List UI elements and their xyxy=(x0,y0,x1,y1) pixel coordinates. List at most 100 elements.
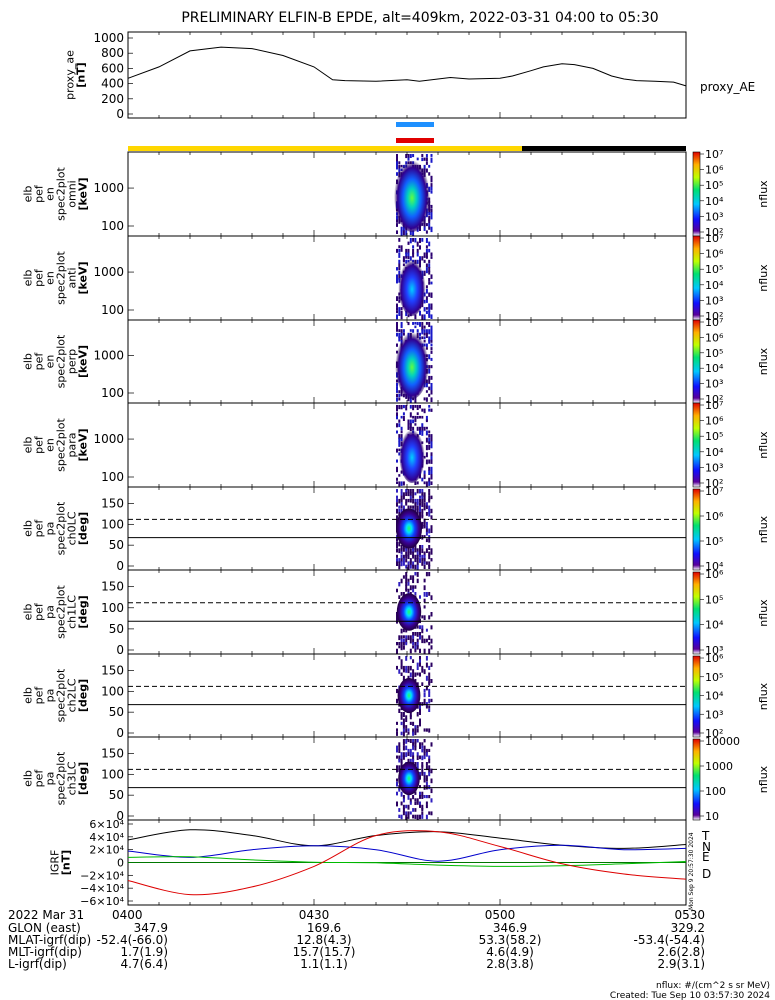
pitch-angle-pixel xyxy=(428,785,431,790)
spectrogram-pixel xyxy=(428,219,431,224)
shadow-bar xyxy=(522,146,686,151)
pitch-angle-pixel xyxy=(425,525,428,529)
spectrogram-pixel xyxy=(402,405,405,409)
pitch-angle-pixel xyxy=(421,489,424,493)
pitch-angle-pixel xyxy=(396,745,398,750)
colorbar-tick-label: 100 xyxy=(705,785,726,798)
ephemeris-row-label: MLT-igrf(dip) xyxy=(8,945,82,959)
pitch-angle-pixel xyxy=(421,682,424,686)
pitch-angle-pixel xyxy=(425,752,428,757)
pitch-angle-pixel xyxy=(419,502,421,508)
y-axis-label-line: [deg] xyxy=(77,512,90,545)
spectrogram-pixel xyxy=(400,226,403,232)
pitch-angle-pixel xyxy=(402,545,405,549)
pitch-angle-pixel xyxy=(419,508,421,514)
spectrogram-pixel xyxy=(407,314,410,318)
pitch-angle-pixel xyxy=(405,814,408,820)
pitch-angle-pixel xyxy=(407,665,410,670)
pitch-angle-pixel xyxy=(425,781,428,786)
spectrogram-pixel xyxy=(430,303,433,309)
spectrogram-pixel xyxy=(423,223,426,227)
pitch-angle-pixel xyxy=(396,642,398,646)
pitch-angle-pixel xyxy=(396,502,398,507)
pitch-angle-pixel xyxy=(430,515,433,520)
pitch-angle-pixel xyxy=(421,558,424,562)
y-axis-label-line: para xyxy=(66,433,79,458)
pitch-angle-pixel xyxy=(409,561,412,566)
pitch-angle-pixel xyxy=(405,575,408,580)
spectrogram-pixel xyxy=(398,259,401,264)
pitch-angle-pixel xyxy=(421,742,424,746)
pitch-angle-pixel xyxy=(428,508,431,514)
pitch-angle-pixel xyxy=(412,635,415,639)
spectrogram-pixel xyxy=(396,390,398,393)
time-tick-label: 0500 xyxy=(485,908,516,922)
spectrogram-pixel xyxy=(428,445,431,450)
pitch-angle-pixel xyxy=(400,545,403,550)
pitch-angle-pixel xyxy=(412,808,415,812)
pitch-angle-pixel xyxy=(400,548,403,552)
pitch-angle-pixel xyxy=(419,558,421,563)
pitch-angle-pixel xyxy=(409,801,412,805)
pitch-angle-pixel xyxy=(407,564,410,570)
y-axis-label-line: [deg] xyxy=(77,679,90,712)
y-tick-label: 0 xyxy=(117,857,124,870)
pitch-angle-pixel xyxy=(421,665,424,670)
pitch-angle-pixel xyxy=(421,545,424,549)
spectrogram-pixel xyxy=(400,322,403,327)
spectrogram-pixel xyxy=(398,405,401,410)
pitch-angle-pixel xyxy=(428,675,431,680)
pitch-angle-pixel xyxy=(396,781,398,787)
spectrogram-pixel xyxy=(421,329,424,335)
pitch-angle-pixel xyxy=(396,545,398,549)
colorbar-tick-label: 10³ xyxy=(705,210,723,223)
spectrogram-pixel xyxy=(402,230,405,236)
pitch-angle-pixel xyxy=(414,554,417,560)
spectrogram-pixel xyxy=(398,437,401,442)
spectrogram-pixel xyxy=(414,325,417,329)
pitch-angle-pixel xyxy=(400,578,403,584)
y-tick-label: 50 xyxy=(109,788,124,802)
pitch-angle-pixel xyxy=(421,508,424,513)
pitch-angle-pixel xyxy=(414,492,417,496)
pitch-angle-pixel xyxy=(396,495,398,499)
y-axis-label-line: IGRF xyxy=(49,850,62,876)
pitch-angle-pixel xyxy=(414,592,417,595)
pitch-angle-pixel xyxy=(425,505,428,510)
colorbar-tick-label: 10⁷ xyxy=(705,399,723,412)
ephemeris-value: 12.8(4.3) xyxy=(296,933,351,947)
y-tick-label: 200 xyxy=(101,92,124,106)
colorbar-tick-label: 10³ xyxy=(705,644,723,657)
spectrogram-pixel xyxy=(428,248,431,253)
spectrogram-pixel xyxy=(423,481,426,485)
spectrogram-pixel xyxy=(398,263,401,268)
spectrogram-pixel xyxy=(430,208,433,213)
spectrogram-pixel xyxy=(425,329,428,335)
pitch-angle-pixel xyxy=(405,554,408,558)
pitch-angle-pixel xyxy=(421,795,424,799)
pitch-angle-pixel xyxy=(419,721,421,727)
pitch-angle-pixel xyxy=(414,731,417,736)
pitch-angle-pixel xyxy=(412,548,415,553)
y-axis-label-line: spec2plot xyxy=(55,668,68,722)
pitch-angle-pixel xyxy=(416,572,419,577)
spectrogram-pixel xyxy=(396,412,398,417)
spectrogram-pixel xyxy=(425,310,428,314)
pitch-angle-pixel xyxy=(419,625,421,630)
pitch-angle-pixel xyxy=(412,575,415,580)
pitch-angle-pixel xyxy=(398,512,401,516)
pitch-angle-pixel xyxy=(414,739,417,744)
pitch-angle-pixel xyxy=(400,561,403,567)
pitch-angle-pixel xyxy=(396,731,398,736)
spectrogram-pixel xyxy=(398,393,401,398)
pitch-angle-pixel xyxy=(400,801,403,806)
pitch-angle-pixel xyxy=(419,545,421,549)
pitch-angle-pixel xyxy=(396,698,398,704)
y-axis-label-line: proxy_ae xyxy=(64,50,77,100)
pitch-angle-pixel xyxy=(419,595,421,599)
spectrogram-pixel xyxy=(396,415,398,420)
y-axis-label-line: elb xyxy=(22,604,35,621)
pitch-angle-pixel xyxy=(402,492,405,497)
pitch-angle-pixel xyxy=(419,656,421,661)
spectrogram-pixel xyxy=(425,263,428,268)
